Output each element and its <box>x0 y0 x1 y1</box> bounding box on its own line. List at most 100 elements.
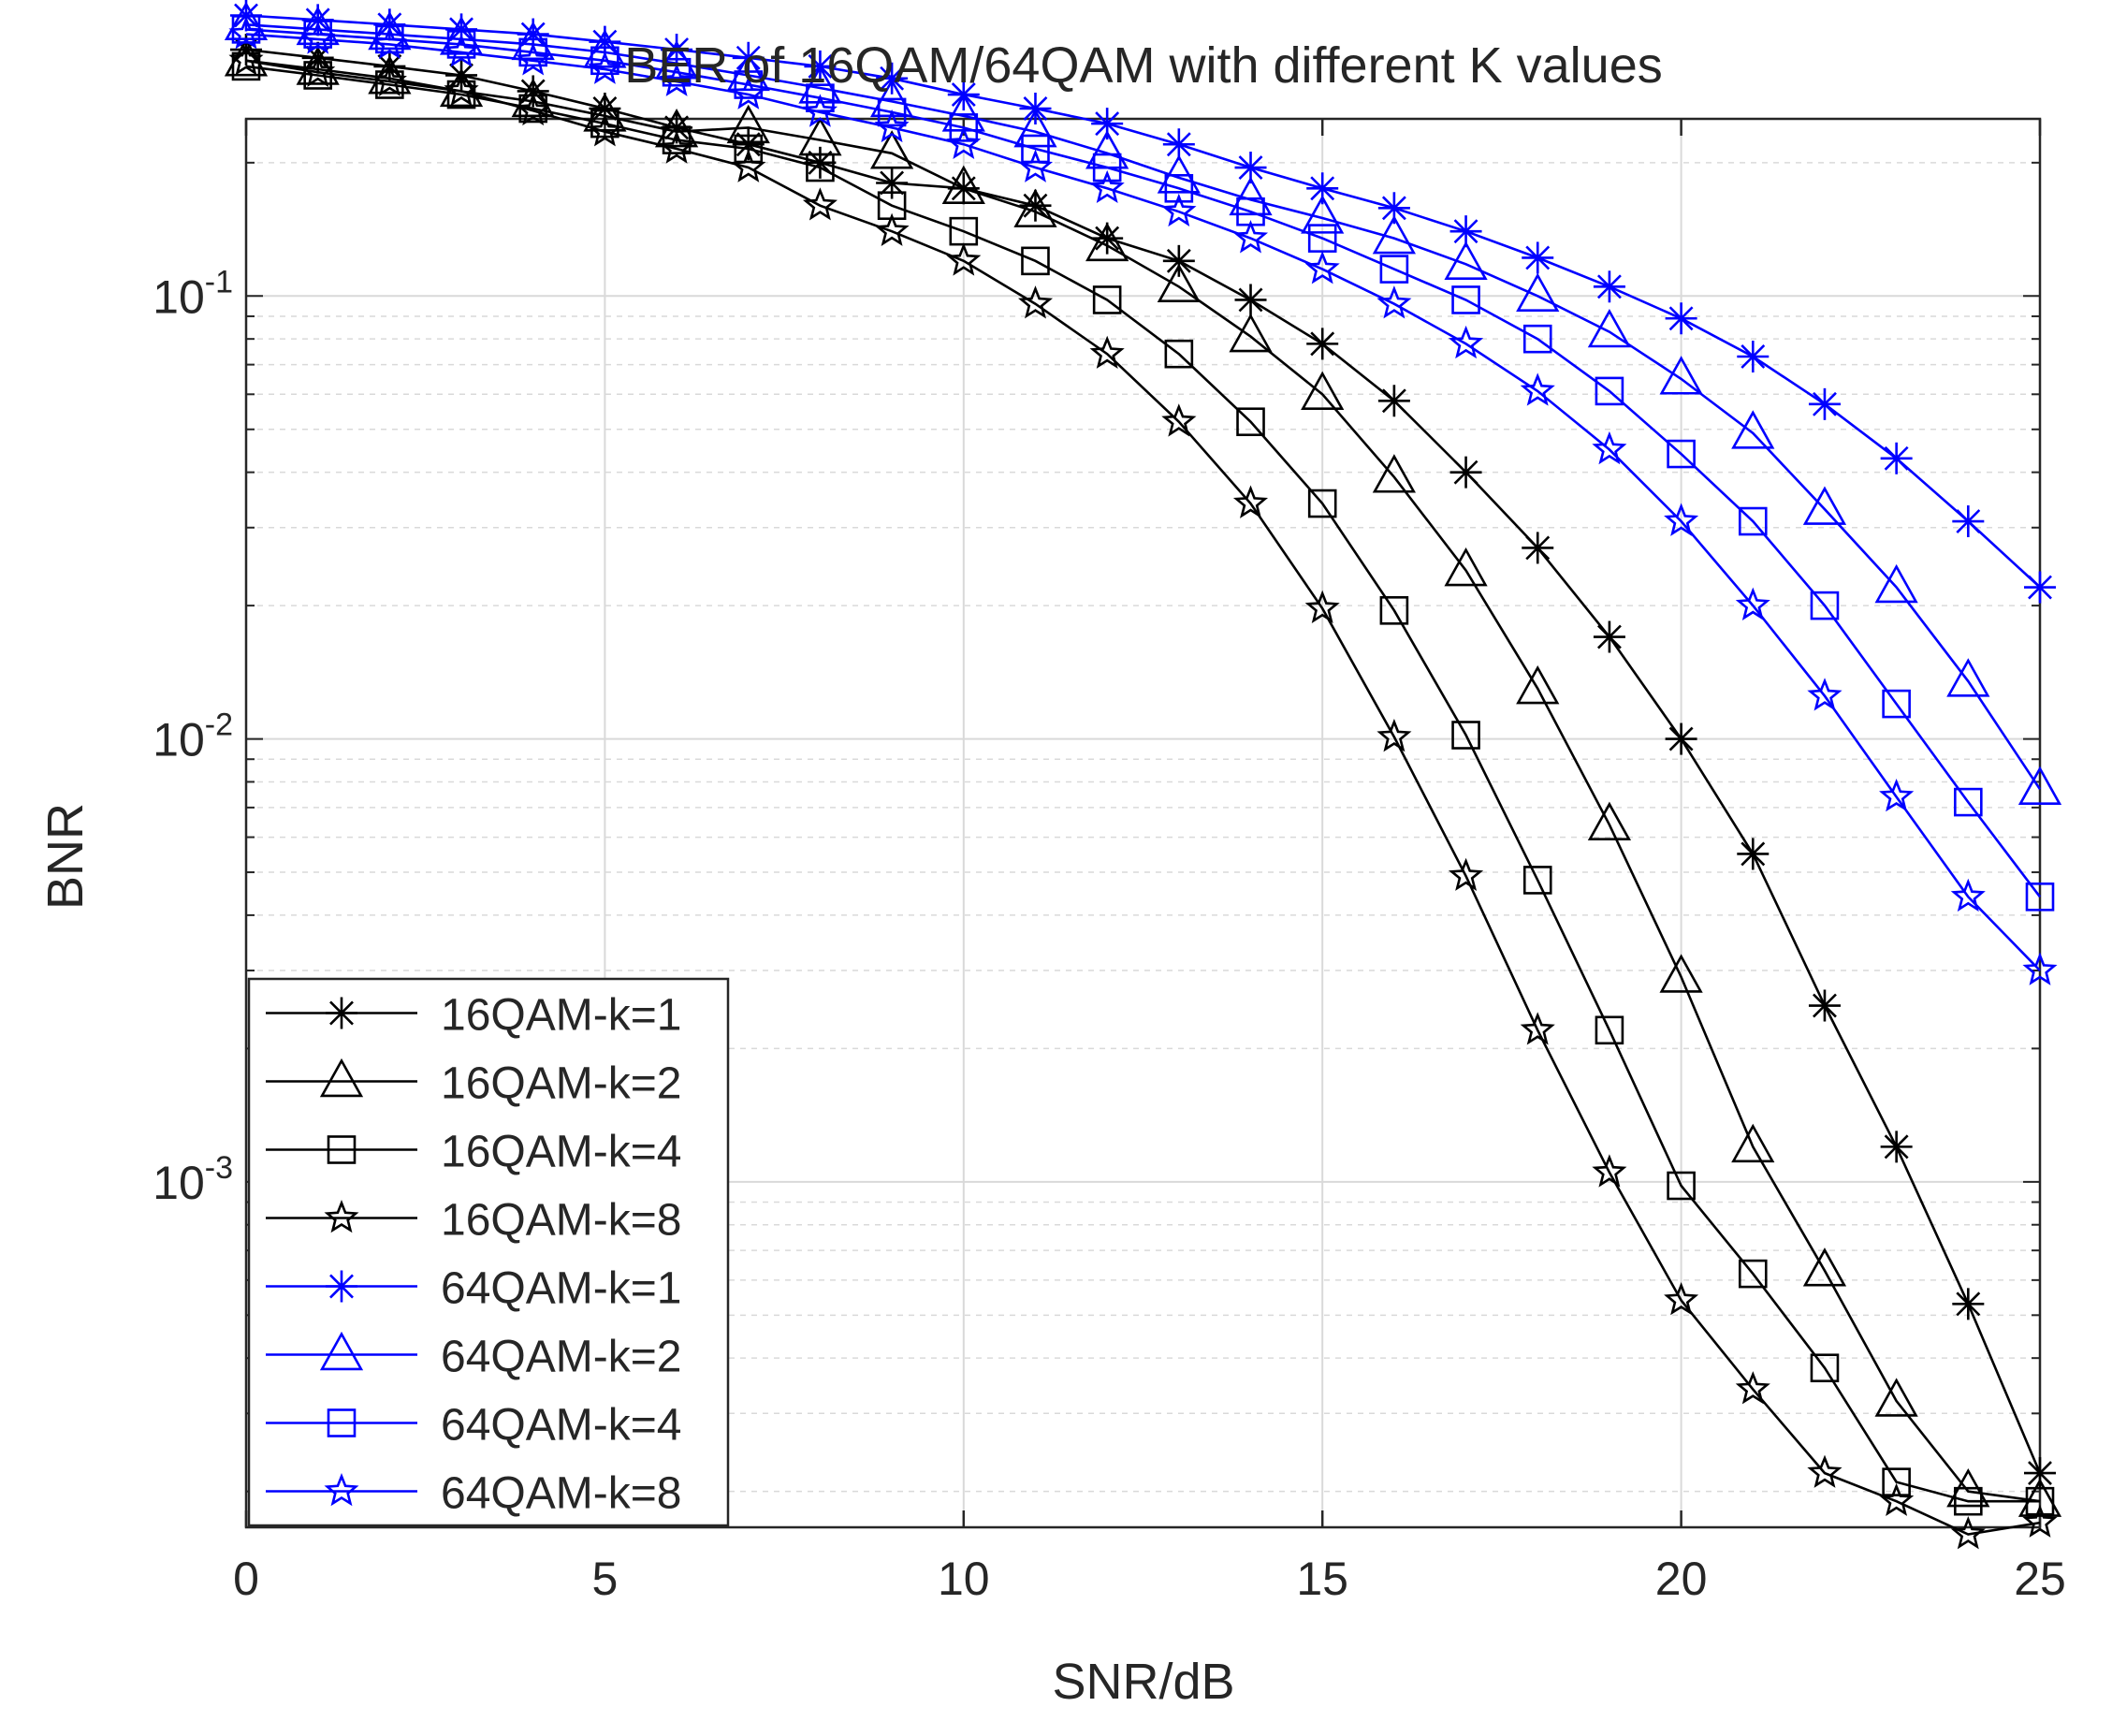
chart-title: BER of 16QAM/64QAM with different K valu… <box>624 37 1663 94</box>
data-point <box>941 165 985 204</box>
data-point <box>1089 169 1125 204</box>
data-point <box>1880 1131 1913 1163</box>
data-point <box>1587 801 1632 841</box>
data-point <box>1593 270 1625 303</box>
legend-item: 64QAM-k=8 <box>266 1469 681 1519</box>
legend-item: 16QAM-k=8 <box>266 1196 681 1246</box>
data-point <box>1595 1015 1624 1045</box>
data-point <box>439 16 484 55</box>
data-point <box>662 125 692 154</box>
data-point <box>1236 407 1265 437</box>
data-point <box>371 63 407 96</box>
series-line <box>245 48 2042 1474</box>
data-point <box>1882 689 1911 719</box>
data-point <box>583 29 627 68</box>
data-point <box>1807 678 1843 711</box>
data-point <box>802 94 838 127</box>
data-point <box>1013 188 1057 227</box>
axes-frame <box>244 117 2042 1529</box>
data-point <box>1735 587 1770 620</box>
data-point <box>1307 489 1337 518</box>
data-point <box>1810 591 1840 620</box>
data-point <box>511 21 555 61</box>
data-point <box>1808 989 1841 1022</box>
data-point <box>1089 335 1125 369</box>
data-point <box>1810 1353 1840 1383</box>
data-point <box>662 57 692 87</box>
data-point <box>587 51 622 84</box>
data-point <box>2024 571 2056 604</box>
data-point <box>2024 1457 2056 1490</box>
data-point <box>1592 1154 1627 1188</box>
data-point <box>1162 244 1195 277</box>
data-point <box>1377 385 1410 417</box>
data-point <box>2022 952 2058 985</box>
data-point <box>1304 251 1340 284</box>
data-point <box>1013 109 1057 148</box>
data-point <box>877 97 907 127</box>
data-point <box>1954 787 1983 817</box>
data-point <box>2025 1486 2055 1516</box>
data-point <box>590 109 619 139</box>
data-point <box>1808 387 1841 420</box>
data-point <box>1587 308 1632 348</box>
legend-marker <box>319 1331 364 1371</box>
data-point <box>303 61 332 90</box>
data-point <box>1232 220 1269 254</box>
data-point <box>659 130 694 164</box>
data-point <box>1449 456 1482 489</box>
data-point <box>946 125 982 160</box>
data-point <box>300 53 336 88</box>
data-point <box>1306 328 1339 360</box>
legend: 16QAM-k=1 16QAM-k=2 16QAM-k=4 16QAM-k=8 64QA… <box>247 977 730 1527</box>
data-point <box>1950 1515 1986 1550</box>
data-point <box>1164 339 1194 369</box>
data-point <box>518 37 548 67</box>
data-point <box>1874 1378 1918 1417</box>
data-point <box>1522 866 1552 895</box>
data-point <box>1882 1467 1911 1496</box>
data-point <box>1448 325 1484 359</box>
legend-item: 16QAM-k=1 <box>266 991 681 1041</box>
data-point <box>734 134 764 164</box>
data-point <box>1802 1247 1847 1287</box>
data-point <box>1448 857 1484 891</box>
legend-marker <box>326 1270 357 1303</box>
legend-marker <box>327 1135 357 1164</box>
data-point <box>1161 193 1197 227</box>
legend-marker <box>327 1408 357 1437</box>
data-point <box>1164 173 1194 203</box>
data-point <box>1592 430 1627 465</box>
series-64QAM-k=1 <box>230 0 2056 604</box>
legend-item: 64QAM-k=1 <box>266 1264 681 1314</box>
data-point <box>1667 439 1696 469</box>
data-point <box>1017 149 1054 182</box>
data-point <box>1952 1288 1985 1320</box>
series-group <box>224 0 2062 1550</box>
data-point <box>1157 263 1201 302</box>
data-point <box>1304 590 1340 624</box>
data-point <box>1735 1371 1770 1405</box>
data-point <box>1595 376 1624 406</box>
data-point <box>1667 1171 1696 1201</box>
data-point <box>1451 721 1480 750</box>
data-point <box>1522 241 1554 274</box>
data-point <box>296 6 340 46</box>
data-point <box>1372 214 1416 255</box>
y-axis-label: BNR <box>37 803 94 910</box>
data-point <box>2017 1478 2062 1517</box>
data-point <box>228 16 264 50</box>
data-point <box>1738 506 1768 536</box>
data-point <box>300 21 336 54</box>
data-point <box>1376 285 1412 319</box>
data-point <box>1946 658 1990 697</box>
x-tick-label: 15 <box>1296 1553 1348 1605</box>
legend-item: 64QAM-k=2 <box>266 1331 681 1382</box>
data-point <box>1092 285 1122 314</box>
series-line <box>245 33 2041 971</box>
x-tick-label: 10 <box>938 1553 990 1605</box>
series-64QAM-k=4 <box>231 15 2055 912</box>
data-point <box>224 1 269 40</box>
data-point <box>731 76 766 109</box>
